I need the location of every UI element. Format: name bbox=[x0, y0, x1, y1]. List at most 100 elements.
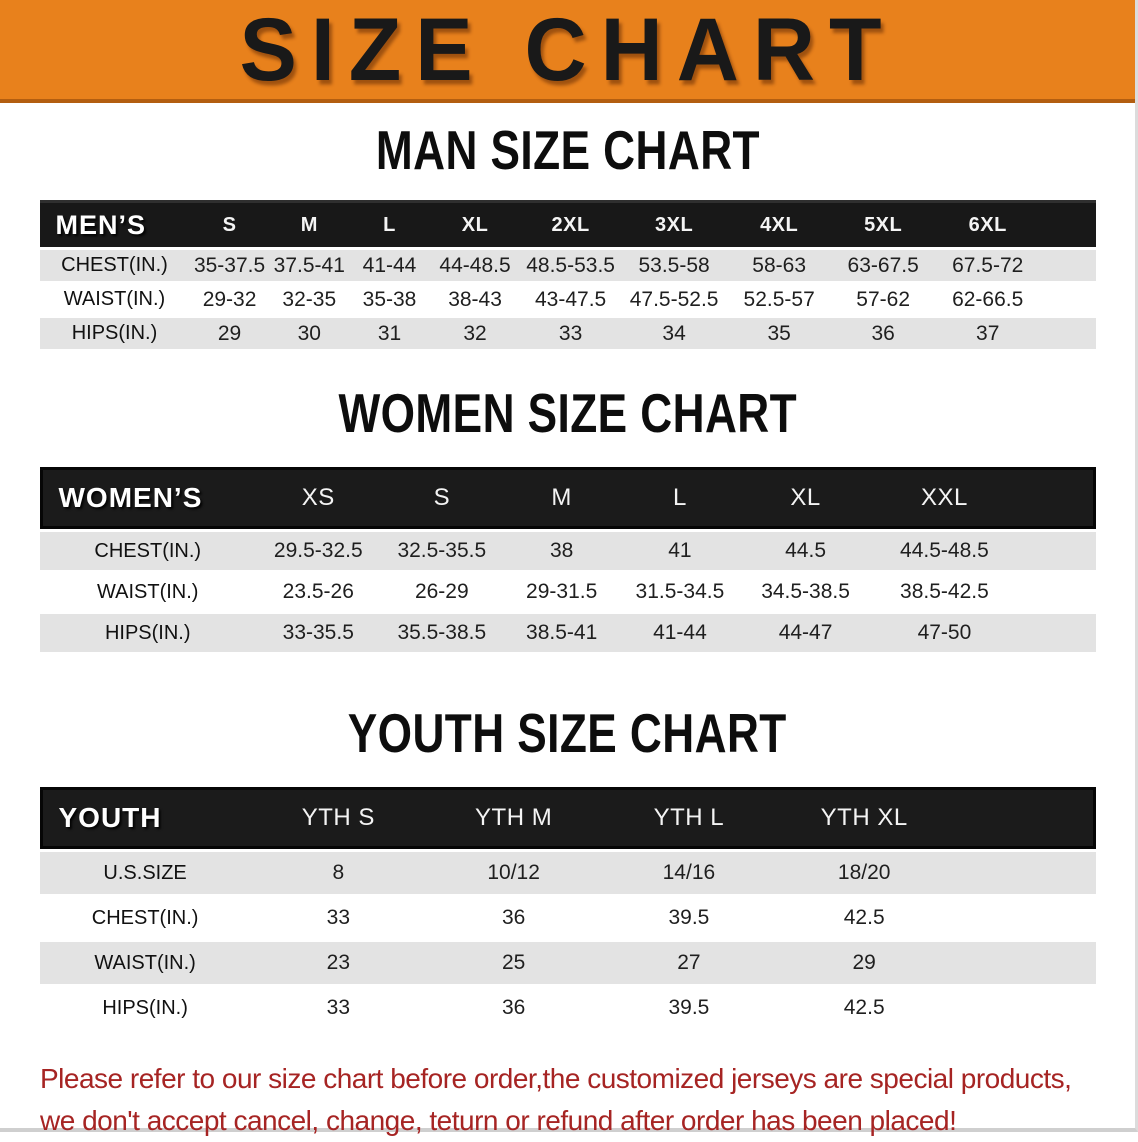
spacer-cell bbox=[1040, 200, 1096, 247]
size-value: 14/16 bbox=[601, 852, 777, 894]
size-value: 67.5-72 bbox=[934, 250, 1041, 281]
size-value: 25 bbox=[425, 942, 602, 984]
men-col-header: 2XL bbox=[519, 200, 622, 247]
size-value: 29-32 bbox=[189, 284, 270, 315]
youth-col-header: YTH M bbox=[425, 787, 602, 849]
size-value: 33 bbox=[519, 318, 622, 349]
women-header-row: WOMEN’S XS S M L XL XXL bbox=[39, 467, 1096, 529]
size-value: 47-50 bbox=[871, 614, 1018, 652]
size-value: 62-66.5 bbox=[934, 284, 1041, 315]
women-chest-row: CHEST(IN.) 29.5-32.5 32.5-35.5 38 41 44.… bbox=[39, 532, 1096, 570]
size-value: 42.5 bbox=[776, 897, 952, 939]
women-col-header: XL bbox=[739, 467, 872, 529]
size-value: 39.5 bbox=[601, 897, 777, 939]
spacer-cell bbox=[1040, 318, 1096, 349]
youth-waist-row: WAIST(IN.) 23 25 27 29 bbox=[39, 942, 1096, 984]
size-value: 44.5 bbox=[739, 532, 872, 570]
women-col-header: L bbox=[620, 467, 740, 529]
women-section-heading-text: WOMEN SIZE CHART bbox=[338, 383, 797, 445]
youth-size-table: YOUTH YTH S YTH M YTH L YTH XL U.S.SIZE … bbox=[39, 784, 1096, 1032]
row-label: WAIST(IN.) bbox=[39, 284, 190, 315]
size-value: 48.5-53.5 bbox=[519, 250, 622, 281]
size-value: 37.5-41 bbox=[269, 250, 349, 281]
men-waist-row: WAIST(IN.) 29-32 32-35 35-38 38-43 43-47… bbox=[39, 284, 1096, 315]
spacer-cell bbox=[951, 787, 1096, 849]
men-size-table: MEN’S S M L XL 2XL 3XL 4XL 5XL 6XL CHEST… bbox=[39, 197, 1096, 352]
spacer-cell bbox=[1017, 532, 1096, 570]
size-value: 32-35 bbox=[269, 284, 349, 315]
size-value: 32 bbox=[430, 318, 520, 349]
size-value: 35-38 bbox=[348, 284, 431, 315]
youth-section-heading-text: YOUTH SIZE CHART bbox=[347, 703, 787, 765]
size-value: 35.5-38.5 bbox=[380, 614, 504, 652]
row-label: CHEST(IN.) bbox=[39, 532, 256, 570]
size-value: 41 bbox=[620, 532, 740, 570]
size-value: 29-31.5 bbox=[503, 573, 621, 611]
men-col-header: 5XL bbox=[831, 200, 935, 247]
size-value: 44-48.5 bbox=[430, 250, 520, 281]
youth-header-row: YOUTH YTH S YTH M YTH L YTH XL bbox=[39, 787, 1096, 849]
size-value: 8 bbox=[250, 852, 426, 894]
youth-hips-row: HIPS(IN.) 33 36 39.5 42.5 bbox=[39, 987, 1096, 1029]
men-section-heading: MAN SIZE CHART bbox=[0, 120, 1135, 182]
youth-col-header: YTH XL bbox=[776, 787, 952, 849]
youth-group-label: YOUTH bbox=[39, 787, 251, 849]
spacer-cell bbox=[951, 987, 1096, 1029]
men-section-heading-text: MAN SIZE CHART bbox=[375, 120, 760, 182]
size-value: 37 bbox=[934, 318, 1041, 349]
size-value: 33-35.5 bbox=[255, 614, 381, 652]
size-value: 31 bbox=[348, 318, 431, 349]
size-chart-banner: SIZE CHART bbox=[0, 0, 1135, 103]
size-value: 33 bbox=[250, 897, 426, 939]
banner-title: SIZE CHART bbox=[239, 0, 896, 100]
size-value: 63-67.5 bbox=[831, 250, 935, 281]
spacer-cell bbox=[951, 852, 1096, 894]
women-col-header: M bbox=[503, 467, 621, 529]
men-hips-row: HIPS(IN.) 29 30 31 32 33 34 35 36 37 bbox=[39, 318, 1096, 349]
women-size-table: WOMEN’S XS S M L XL XXL CHEST(IN.) 29.5-… bbox=[39, 464, 1096, 655]
men-col-header: XL bbox=[430, 200, 520, 247]
row-label: WAIST(IN.) bbox=[39, 942, 251, 984]
women-group-label: WOMEN’S bbox=[39, 467, 256, 529]
women-col-header: XS bbox=[255, 467, 381, 529]
row-label: U.S.SIZE bbox=[39, 852, 251, 894]
size-value: 30 bbox=[269, 318, 349, 349]
size-value: 10/12 bbox=[425, 852, 602, 894]
row-label: HIPS(IN.) bbox=[39, 614, 256, 652]
youth-col-header: YTH L bbox=[601, 787, 777, 849]
size-value: 41-44 bbox=[620, 614, 740, 652]
size-value: 36 bbox=[831, 318, 935, 349]
size-value: 41-44 bbox=[348, 250, 431, 281]
men-col-header: S bbox=[189, 200, 270, 247]
row-label: HIPS(IN.) bbox=[39, 318, 190, 349]
youth-section-heading: YOUTH SIZE CHART bbox=[0, 703, 1135, 765]
size-value: 38.5-41 bbox=[503, 614, 621, 652]
size-value: 36 bbox=[425, 897, 602, 939]
row-label: HIPS(IN.) bbox=[39, 987, 251, 1029]
size-value: 42.5 bbox=[776, 987, 952, 1029]
women-col-header: XXL bbox=[871, 467, 1018, 529]
men-chest-row: CHEST(IN.) 35-37.5 37.5-41 41-44 44-48.5… bbox=[39, 250, 1096, 281]
spacer-cell bbox=[951, 942, 1096, 984]
size-value: 44.5-48.5 bbox=[871, 532, 1018, 570]
women-col-header: S bbox=[380, 467, 504, 529]
men-group-label: MEN’S bbox=[39, 200, 190, 247]
size-value: 58-63 bbox=[726, 250, 832, 281]
men-col-header: 3XL bbox=[621, 200, 727, 247]
order-disclaimer: Please refer to our size chart before or… bbox=[40, 1058, 1135, 1142]
row-label: WAIST(IN.) bbox=[39, 573, 256, 611]
size-value: 38.5-42.5 bbox=[871, 573, 1018, 611]
size-value: 29 bbox=[776, 942, 952, 984]
spacer-cell bbox=[1017, 573, 1096, 611]
size-value: 53.5-58 bbox=[621, 250, 727, 281]
size-value: 52.5-57 bbox=[726, 284, 832, 315]
men-col-header: L bbox=[348, 200, 431, 247]
size-value: 23 bbox=[250, 942, 426, 984]
size-value: 29 bbox=[189, 318, 270, 349]
spacer-cell bbox=[1017, 614, 1096, 652]
size-value: 47.5-52.5 bbox=[621, 284, 727, 315]
youth-ussize-row: U.S.SIZE 8 10/12 14/16 18/20 bbox=[39, 852, 1096, 894]
size-value: 27 bbox=[601, 942, 777, 984]
disclaimer-line-2: we don't accept cancel, change, teturn o… bbox=[40, 1105, 957, 1136]
size-value: 29.5-32.5 bbox=[255, 532, 381, 570]
